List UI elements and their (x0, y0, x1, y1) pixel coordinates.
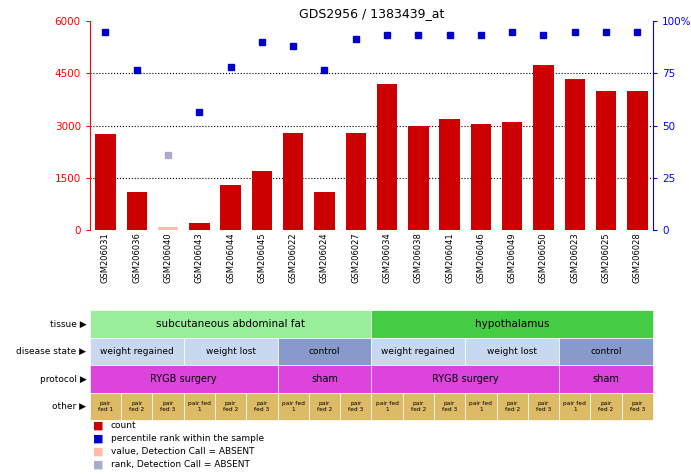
Text: GSM206025: GSM206025 (602, 232, 611, 283)
Bar (314, 191, 334, 230)
Bar (408, 126, 428, 230)
Bar (439, 118, 460, 230)
Text: sham: sham (593, 374, 620, 384)
Text: rank, Detection Call = ABSENT: rank, Detection Call = ABSENT (111, 461, 249, 469)
Text: ■: ■ (93, 420, 104, 430)
Text: pair
fed 1: pair fed 1 (98, 401, 113, 412)
Text: protocol ▶: protocol ▶ (39, 375, 86, 383)
Text: GSM206031: GSM206031 (101, 232, 110, 283)
Text: disease state ▶: disease state ▶ (17, 347, 86, 356)
Title: GDS2956 / 1383439_at: GDS2956 / 1383439_at (299, 7, 444, 20)
Bar (565, 79, 585, 230)
Bar (126, 191, 147, 230)
Text: pair
fed 2: pair fed 2 (598, 401, 614, 412)
Bar (627, 91, 647, 230)
Text: weight lost: weight lost (206, 347, 256, 356)
Text: GSM206028: GSM206028 (633, 232, 642, 283)
Text: pair
fed 2: pair fed 2 (410, 401, 426, 412)
Text: RYGB surgery: RYGB surgery (432, 374, 499, 384)
Text: pair fed
1: pair fed 1 (282, 401, 305, 412)
Bar (377, 84, 397, 230)
Bar (220, 185, 240, 230)
Text: GSM206043: GSM206043 (195, 232, 204, 283)
Text: pair
fed 3: pair fed 3 (442, 401, 457, 412)
Text: pair
fed 3: pair fed 3 (348, 401, 363, 412)
Text: value, Detection Call = ABSENT: value, Detection Call = ABSENT (111, 447, 254, 456)
Text: weight regained: weight regained (381, 347, 455, 356)
Text: subcutaneous abdominal fat: subcutaneous abdominal fat (156, 319, 305, 329)
Text: GSM206050: GSM206050 (539, 232, 548, 283)
Text: pair fed
1: pair fed 1 (563, 401, 586, 412)
Text: tissue ▶: tissue ▶ (50, 320, 86, 328)
Text: GSM206049: GSM206049 (508, 232, 517, 283)
Text: pair
fed 2: pair fed 2 (129, 401, 144, 412)
Bar (95, 134, 115, 230)
Text: pair
fed 3: pair fed 3 (630, 401, 645, 412)
Text: pair
fed 2: pair fed 2 (223, 401, 238, 412)
Text: percentile rank within the sample: percentile rank within the sample (111, 434, 264, 443)
Text: ■: ■ (93, 460, 104, 470)
Text: GSM206046: GSM206046 (476, 232, 485, 283)
Bar (252, 171, 272, 230)
Text: pair fed
1: pair fed 1 (469, 401, 493, 412)
Text: GSM206023: GSM206023 (570, 232, 579, 283)
Text: control: control (309, 347, 340, 356)
Text: count: count (111, 421, 136, 429)
Text: control: control (590, 347, 622, 356)
Text: ■: ■ (93, 447, 104, 457)
Text: GSM206027: GSM206027 (351, 232, 360, 283)
Bar (502, 122, 522, 230)
Text: GSM206024: GSM206024 (320, 232, 329, 283)
Text: pair fed
1: pair fed 1 (188, 401, 211, 412)
Bar (471, 124, 491, 230)
Text: pair
fed 3: pair fed 3 (160, 401, 176, 412)
Text: GSM206022: GSM206022 (289, 232, 298, 283)
Bar (189, 223, 209, 230)
Text: weight lost: weight lost (487, 347, 537, 356)
Text: GSM206045: GSM206045 (258, 232, 267, 283)
Text: GSM206041: GSM206041 (445, 232, 454, 283)
Bar (533, 65, 553, 230)
Text: ■: ■ (93, 433, 104, 444)
Text: pair
fed 3: pair fed 3 (254, 401, 269, 412)
Text: pair
fed 3: pair fed 3 (536, 401, 551, 412)
Text: pair
fed 2: pair fed 2 (317, 401, 332, 412)
Bar (596, 91, 616, 230)
Text: pair
fed 2: pair fed 2 (504, 401, 520, 412)
Text: RYGB surgery: RYGB surgery (151, 374, 217, 384)
Text: GSM206036: GSM206036 (132, 232, 141, 283)
Text: pair fed
1: pair fed 1 (376, 401, 399, 412)
Text: GSM206044: GSM206044 (226, 232, 235, 283)
Text: GSM206038: GSM206038 (414, 232, 423, 283)
Text: hypothalamus: hypothalamus (475, 319, 549, 329)
Text: GSM206034: GSM206034 (383, 232, 392, 283)
Bar (346, 133, 366, 230)
Text: weight regained: weight regained (100, 347, 173, 356)
Text: sham: sham (311, 374, 338, 384)
Text: other ▶: other ▶ (53, 402, 86, 411)
Text: GSM206040: GSM206040 (164, 232, 173, 283)
Bar (283, 133, 303, 230)
Bar (158, 227, 178, 230)
